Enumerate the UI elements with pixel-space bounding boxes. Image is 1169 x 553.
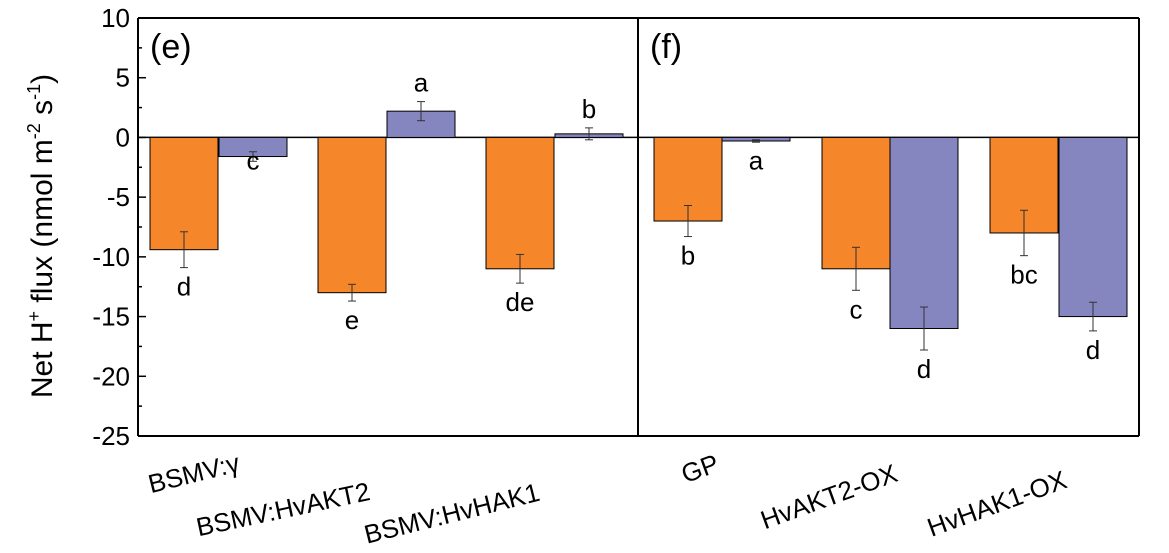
significance-letter: a xyxy=(749,145,764,175)
significance-letter: a xyxy=(414,68,429,98)
significance-letter: d xyxy=(1086,335,1100,365)
significance-letter: b xyxy=(582,94,596,124)
y-tick-label: 10 xyxy=(101,3,130,33)
bar xyxy=(1058,136,1128,318)
significance-letter: c xyxy=(247,145,260,175)
significance-letter: d xyxy=(177,272,191,302)
x-tick-label: BSMV:HvHAK1 xyxy=(361,477,543,550)
y-tick-label: 0 xyxy=(116,122,130,152)
x-tick-label: BSMV:γ xyxy=(145,447,242,499)
y-axis-label-main: Net H xyxy=(26,321,59,398)
bar xyxy=(149,136,219,251)
x-tick-label: GP xyxy=(677,448,723,489)
y-axis-label-sup3: -1 xyxy=(24,84,44,100)
x-tick-label: BSMV:HvAKT2 xyxy=(194,476,373,542)
y-axis-label-end: ) xyxy=(26,74,59,84)
y-axis-label-sup1: + xyxy=(24,311,44,322)
y-axis-label-mid2: s xyxy=(26,100,59,123)
significance-letter: c xyxy=(850,294,863,324)
bar xyxy=(485,136,555,270)
bar xyxy=(317,136,387,294)
panel-label: (f) xyxy=(650,28,682,66)
panel-label: (e) xyxy=(150,28,192,66)
y-axis-label: Net H+ flux (nmol m-2 s-1) xyxy=(24,74,59,398)
y-tick-label: -20 xyxy=(92,361,130,391)
y-tick-label: -25 xyxy=(92,421,130,451)
y-tick-label: 5 xyxy=(116,63,130,93)
significance-letter: bc xyxy=(1010,260,1037,290)
y-tick-label: -10 xyxy=(92,242,130,272)
y-axis-label-mid: flux (nmol m xyxy=(26,139,59,311)
significance-letter: d xyxy=(917,354,931,384)
y-tick-label: -15 xyxy=(92,302,130,332)
x-tick-label: HvHAK1-OX xyxy=(923,464,1070,542)
bar xyxy=(889,136,959,330)
significance-letter: de xyxy=(506,287,535,317)
significance-letter: b xyxy=(681,241,695,271)
y-tick-label: -5 xyxy=(107,182,130,212)
panel-e: 1050-5-10-15-20-25(e)dedecabBSMV:γBSMV:H… xyxy=(92,3,639,550)
y-axis-label-sup2: -2 xyxy=(24,123,44,139)
significance-letter: e xyxy=(345,305,359,335)
x-tick-label: HvAKT2-OX xyxy=(757,458,902,535)
